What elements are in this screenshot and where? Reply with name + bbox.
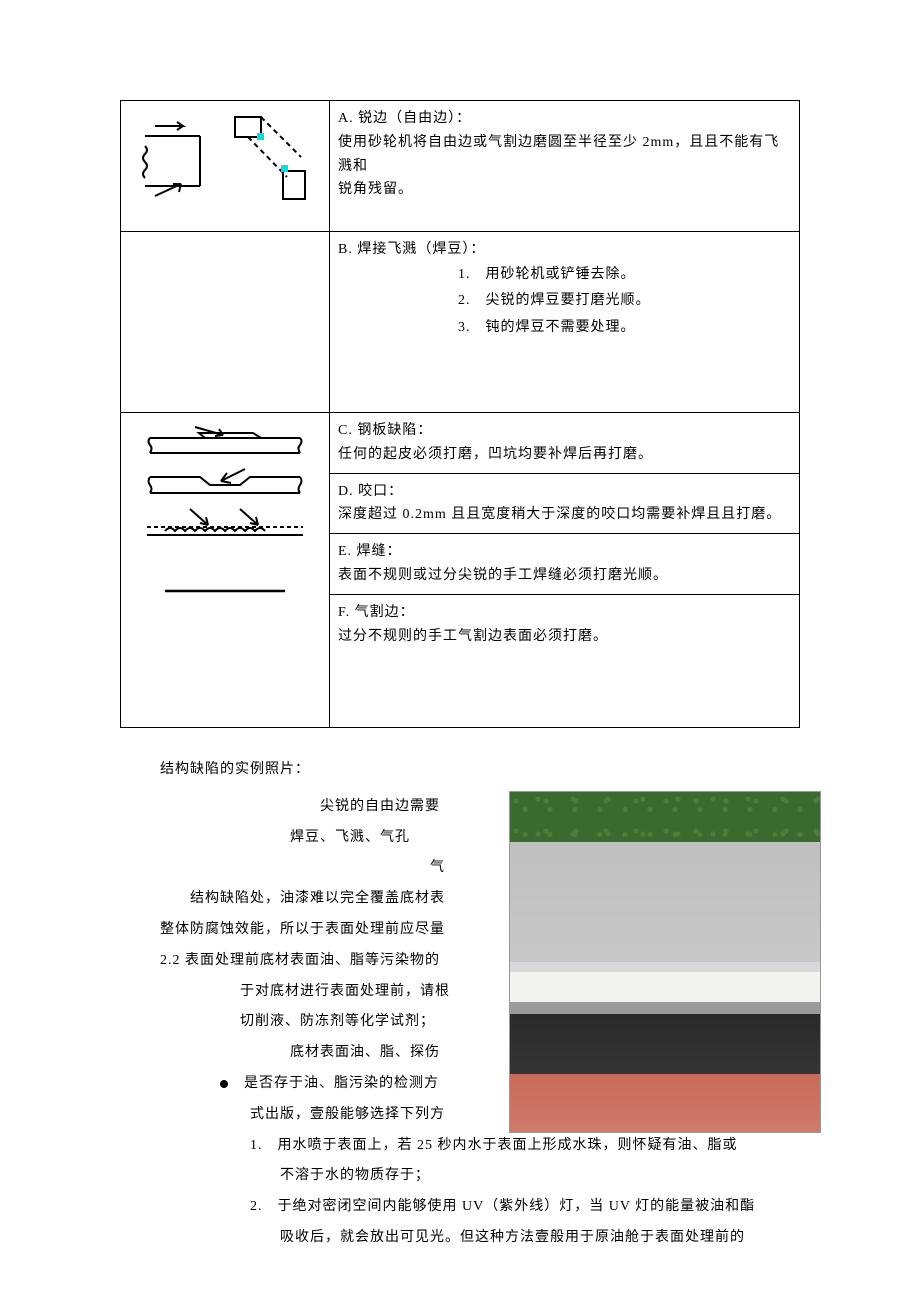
photo-caption: 结构缺陷的实例照片： [160,758,800,778]
diagram-cell-b [121,232,330,413]
num-cont: 不溶于水的物质存于； [120,1161,800,1192]
example-photo [510,792,820,1132]
row-e-text: E. 焊缝：表面不规则或过分尖锐的手工焊缝必须打磨光顺。 [330,534,800,595]
row-c-text: C. 钢板缺陷：任何的起皮必须打磨，凹坑均要补焊后再打磨。 [330,413,800,474]
row-b-text: B. 焊接飞溅（焊豆）：1. 用砂轮机或铲锤去除。2. 尖锐的焊豆要打磨光顺。3… [330,232,800,413]
row-f-text: F. 气割边：过分不规则的手工气割边表面必须打磨。 [330,594,800,727]
diagram-cell-a [121,101,330,232]
diagram-cell-cdef [121,413,330,728]
num-cont: 吸收后，就会放出可见光。但这种方法壹般用于原油舱于表面处理前的 [120,1223,800,1254]
num-item: 1. 用水喷于表面上，若 25 秒内水于表面上形成水珠，则怀疑有油、脂或 [120,1131,800,1162]
photo-block: 尖锐的自由边需要焊豆、飞溅、气孔气结构缺陷处，油漆难以完全覆盖底材表 层的整体防… [120,792,800,1254]
defects-table: A. 锐边（自由边）：使用砂轮机将自由边或气割边磨圆至半径至少 2mm，且且不能… [120,100,800,728]
row-d-text: D. 咬口：深度超过 0.2mm 且且宽度稍大于深度的咬口均需要补焊且且打磨。 [330,473,800,534]
row-a-text: A. 锐边（自由边）：使用砂轮机将自由边或气割边磨圆至半径至少 2mm，且且不能… [330,101,800,232]
num-item: 2. 于绝对密闭空间内能够使用 UV（紫外线）灯，当 UV 灯的能量被油和酯 [120,1192,800,1223]
